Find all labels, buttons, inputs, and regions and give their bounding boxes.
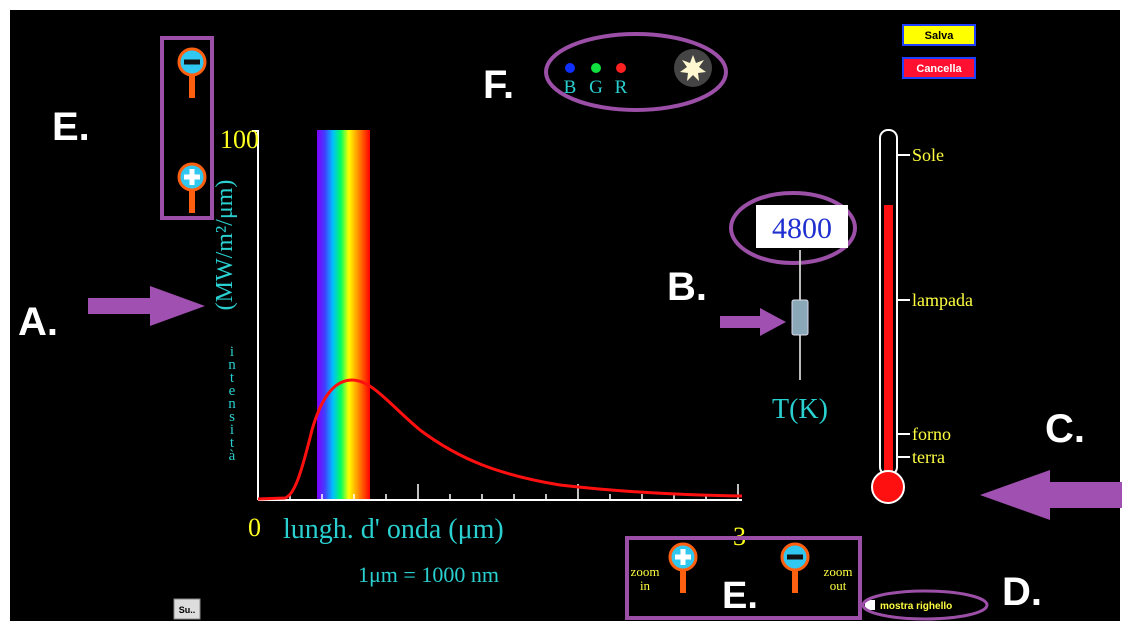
temperature-label: T(K) xyxy=(772,394,828,425)
ruler-checkbox[interactable] xyxy=(865,600,875,610)
annotation: F. xyxy=(483,63,514,107)
background xyxy=(10,10,1120,621)
temperature-field[interactable] xyxy=(756,205,848,248)
y-max-label: 100 xyxy=(220,125,259,154)
color-label: G xyxy=(589,77,603,98)
arrow xyxy=(980,470,1122,520)
slider-knob[interactable] xyxy=(791,299,809,336)
annotation: B. xyxy=(667,265,707,309)
save-button[interactable] xyxy=(902,24,976,46)
blue-dot xyxy=(565,63,575,73)
thermometer-ticks xyxy=(898,154,910,458)
ruler-label: mostra righello xyxy=(880,601,952,612)
star-icon xyxy=(680,55,706,81)
annotation: E. xyxy=(722,575,758,617)
annotation: D. xyxy=(1002,570,1042,614)
red-dot xyxy=(616,63,626,73)
small-button[interactable] xyxy=(173,598,201,620)
y-unit: (MW/m²/μm) xyxy=(212,180,238,311)
arrow xyxy=(88,286,205,326)
color-label: R xyxy=(615,77,628,98)
highlight-ellipse xyxy=(729,191,857,265)
green-dot xyxy=(591,63,601,73)
thermometer-mark: terra xyxy=(912,447,945,467)
cancel-button[interactable] xyxy=(902,57,976,79)
annotation: A. xyxy=(18,300,58,344)
save-label: Salva xyxy=(925,30,955,42)
radiation-curve xyxy=(257,378,743,501)
thermometer-mark: lampada xyxy=(912,290,973,310)
thermometer-mark: forno xyxy=(912,424,951,444)
thermometer-bulb xyxy=(871,470,905,504)
annotation: C. xyxy=(1045,407,1085,451)
annotation: E. xyxy=(52,105,90,149)
highlight-ellipse xyxy=(861,589,989,621)
cancel-label: Cancella xyxy=(916,63,962,75)
thermometer-fill xyxy=(884,205,893,480)
small-button-label: Su.. xyxy=(179,605,196,615)
temperature-value: 4800 xyxy=(772,212,832,245)
y-axis-label: intensità xyxy=(224,344,240,461)
x-axis-label: lungh. d' onda (μm) xyxy=(283,514,504,545)
highlight-box xyxy=(625,536,862,620)
unit-note: 1μm = 1000 nm xyxy=(358,562,499,587)
zoom-out-label: zoom out xyxy=(824,564,853,593)
zoom-in-label: zoom in xyxy=(631,564,660,593)
arrow xyxy=(720,308,786,336)
color-label: B xyxy=(564,77,577,98)
x-min-label: 0 xyxy=(248,513,261,542)
highlight-ellipse xyxy=(544,32,728,112)
highlight-box xyxy=(160,36,214,220)
spectrum xyxy=(317,130,370,500)
thermometer-mark: Sole xyxy=(912,145,944,165)
